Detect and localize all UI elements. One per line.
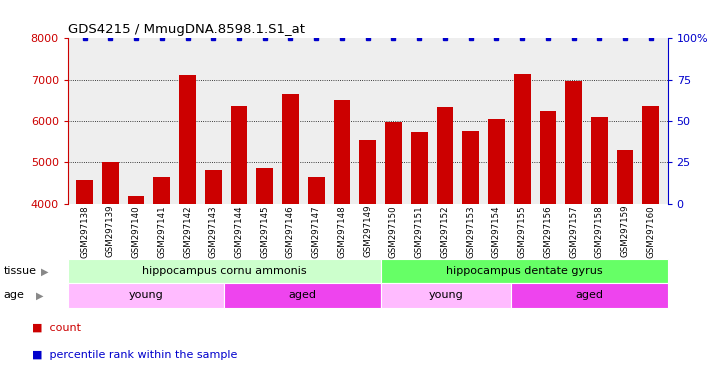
Bar <box>385 122 402 204</box>
Bar <box>359 141 376 204</box>
Text: aged: aged <box>288 290 316 301</box>
Bar <box>68 259 381 283</box>
Bar <box>224 283 381 308</box>
Bar <box>436 106 453 204</box>
Text: age: age <box>4 290 24 301</box>
Bar <box>511 283 668 308</box>
Text: young: young <box>428 290 463 301</box>
Bar <box>154 177 170 204</box>
Text: aged: aged <box>575 290 603 301</box>
Bar <box>381 283 511 308</box>
Bar <box>591 117 608 204</box>
Text: ■  percentile rank within the sample: ■ percentile rank within the sample <box>32 350 238 360</box>
Text: GDS4215 / MmugDNA.8598.1.S1_at: GDS4215 / MmugDNA.8598.1.S1_at <box>68 23 305 36</box>
Bar <box>68 283 224 308</box>
Bar <box>76 180 93 204</box>
Text: ■  count: ■ count <box>32 323 81 333</box>
Text: hippocampus dentate gyrus: hippocampus dentate gyrus <box>446 266 603 276</box>
Bar <box>231 106 247 204</box>
Bar <box>308 177 325 204</box>
Bar <box>102 162 119 204</box>
Bar <box>540 111 556 204</box>
Bar <box>256 167 273 204</box>
Bar <box>462 131 479 204</box>
Text: young: young <box>129 290 164 301</box>
Text: ▶: ▶ <box>36 290 44 301</box>
Bar <box>333 100 351 204</box>
Bar <box>565 81 582 204</box>
Bar <box>205 170 221 204</box>
Bar <box>282 94 299 204</box>
Bar <box>128 196 144 204</box>
Bar <box>179 75 196 204</box>
Text: hippocampus cornu ammonis: hippocampus cornu ammonis <box>142 266 306 276</box>
Bar <box>381 259 668 283</box>
Text: tissue: tissue <box>4 266 36 276</box>
Text: ▶: ▶ <box>41 266 49 276</box>
Bar <box>617 150 633 204</box>
Bar <box>514 74 531 204</box>
Bar <box>411 132 428 204</box>
Bar <box>643 106 659 204</box>
Bar <box>488 119 505 204</box>
